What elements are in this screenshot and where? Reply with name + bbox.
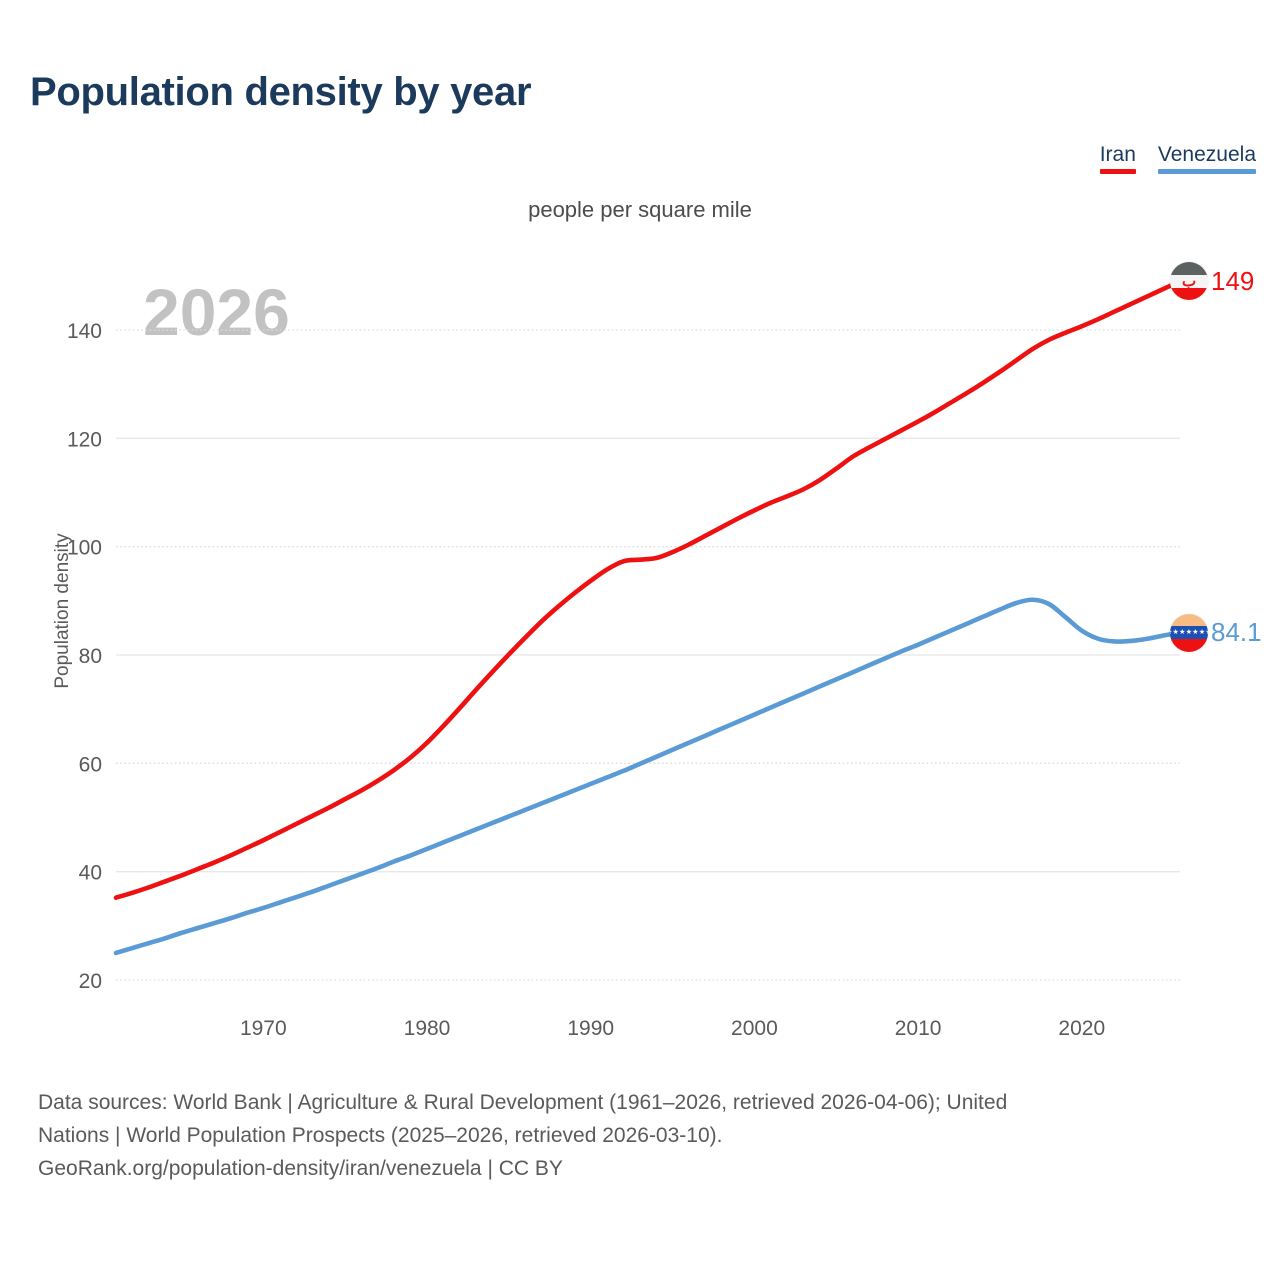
series-paths-group — [113, 278, 1183, 956]
footer-line-1: Data sources: World Bank | Agriculture &… — [38, 1091, 1008, 1114]
endpoint-value-venezuela: 84.1 — [1211, 617, 1262, 648]
y-tick-label: 40 — [79, 862, 102, 885]
legend-label-venezuela: Venezuela — [1157, 143, 1256, 166]
legend-swatch-iran — [1099, 169, 1136, 175]
iran-flag-icon: ب — [1170, 262, 1208, 301]
y-tick-label: 120 — [67, 428, 102, 451]
footer-line-3: GeoRank.org/population-density/iran/vene… — [38, 1157, 563, 1181]
plot-area: Population density 2026 20 40 60 80 100 120 14… — [52, 262, 1262, 1040]
x-tick-label: 2010 — [895, 1017, 942, 1040]
chart-subtitle: people per square mile — [528, 197, 752, 222]
y-tick-label: 60 — [79, 753, 102, 776]
endpoint-iran[interactable]: ب 149 — [1170, 262, 1255, 301]
endpoint-value-iran: 149 — [1211, 265, 1255, 296]
series-line-venezuela[interactable] — [113, 597, 1183, 956]
chart-legend: Iran Venezuela — [1099, 143, 1256, 175]
year-watermark: 2026 — [143, 275, 290, 349]
x-tick-label: 1970 — [240, 1017, 287, 1040]
x-tick-label: 1980 — [404, 1017, 451, 1040]
y-tick-label: 80 — [79, 645, 102, 668]
legend-swatch-venezuela — [1157, 169, 1256, 175]
legend-label-iran: Iran — [1099, 143, 1136, 166]
x-tick-label: 1990 — [567, 1017, 614, 1040]
y-tick-labels-group: 20 40 60 80 100 120 140 — [67, 320, 102, 993]
venezuela-flag-icon: ★★★★★★★ — [1170, 613, 1208, 652]
legend-item-venezuela[interactable]: Venezuela — [1157, 143, 1256, 175]
chart-svg: 20 40 60 80 100 120 140 1970 1980 1990 2000 2010 20… — [67, 278, 1183, 1040]
series-line-iran[interactable] — [113, 278, 1183, 900]
x-tick-labels-group: 1970 1980 1990 2000 2010 2020 — [240, 1017, 1105, 1040]
y-tick-label: 20 — [79, 970, 102, 993]
x-tick-label: 2000 — [731, 1017, 778, 1040]
y-tick-label: 140 — [67, 320, 102, 343]
legend-item-iran[interactable]: Iran — [1099, 143, 1136, 175]
x-tick-label: 2020 — [1058, 1017, 1105, 1040]
gridlines-group — [116, 329, 1180, 981]
page-title: Population density by year — [30, 70, 532, 114]
y-tick-label: 100 — [67, 537, 102, 560]
footer-line-2: Nations | World Population Prospects (20… — [38, 1124, 723, 1148]
endpoint-venezuela[interactable]: ★★★★★★★ 84.1 — [1170, 613, 1262, 652]
footer-sources: Data sources: World Bank | Agriculture &… — [38, 1086, 1258, 1186]
